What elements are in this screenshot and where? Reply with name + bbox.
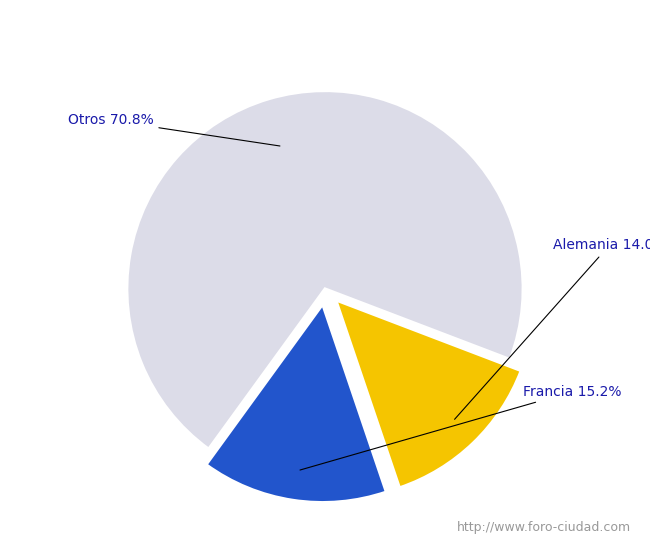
Text: http://www.foro-ciudad.com: http://www.foro-ciudad.com: [456, 520, 630, 534]
Wedge shape: [206, 304, 386, 502]
Text: Alemania 14.0%: Alemania 14.0%: [454, 238, 650, 419]
Wedge shape: [336, 300, 521, 488]
Text: Francia 15.2%: Francia 15.2%: [300, 384, 621, 470]
Wedge shape: [127, 91, 523, 449]
Text: Otros 70.8%: Otros 70.8%: [68, 113, 280, 146]
Text: Montijo - Turistas extranjeros según país - Abril de 2024: Montijo - Turistas extranjeros según paí…: [112, 13, 538, 29]
